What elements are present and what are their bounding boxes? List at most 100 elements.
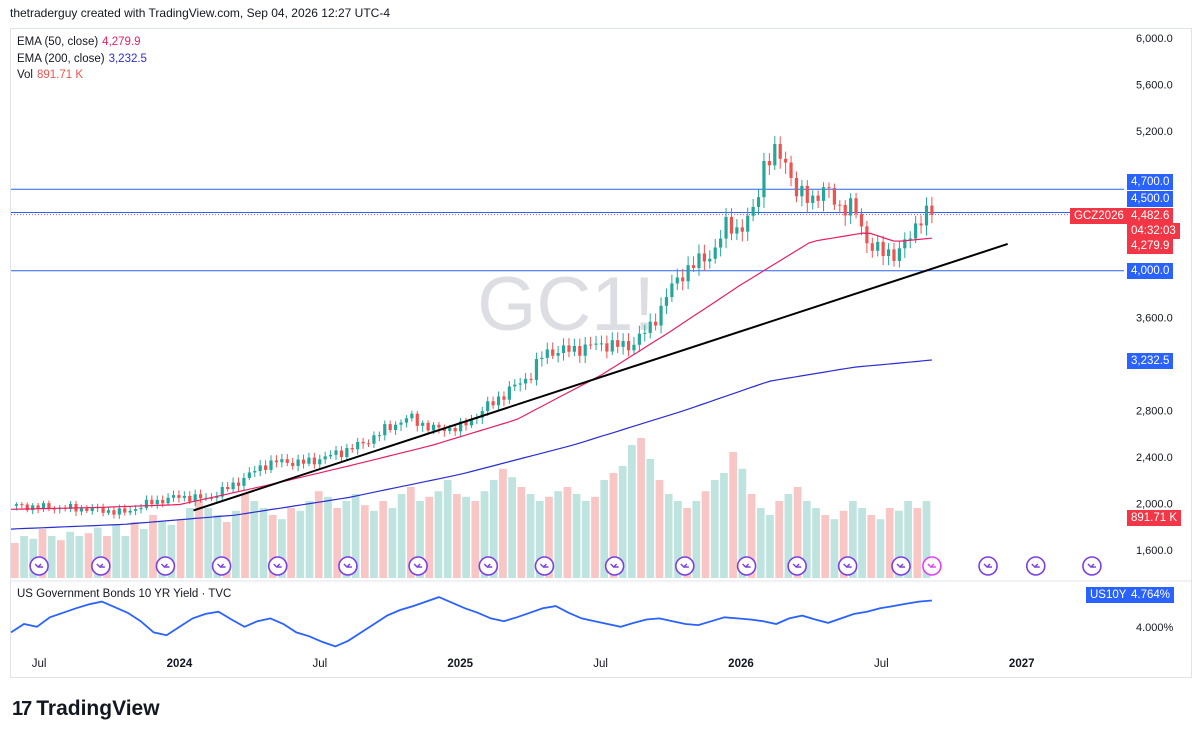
volume-bar [572, 494, 581, 578]
candle-body [377, 435, 381, 437]
volume-bar [443, 480, 452, 578]
legend-ema50-label: EMA (50, close) [17, 36, 99, 48]
candle-body [702, 253, 706, 262]
candle-body [329, 454, 333, 457]
volume-bar [66, 531, 74, 578]
tag-4700: 4,700.0 [1127, 174, 1174, 190]
volume-bar [167, 524, 176, 578]
candle-body [648, 321, 652, 333]
candle-body [372, 435, 376, 444]
candle-body [117, 508, 121, 515]
legend-vol-value: 891.71 K [37, 69, 84, 81]
volume-bar [545, 496, 553, 578]
candle-body [52, 508, 56, 510]
legend-ema200[interactable]: EMA (200, close) 3,232.5 [17, 51, 147, 68]
candle-body [534, 359, 539, 380]
candle-body [589, 344, 593, 346]
event-marker-glyph [983, 563, 993, 568]
candle-body [832, 188, 836, 205]
volume-bar [342, 501, 351, 578]
legend-ema200-value: 3,232.5 [108, 52, 147, 65]
volume-bar [480, 491, 489, 578]
volume-bar [84, 533, 93, 578]
yield-legend[interactable]: US Government Bonds 10 YR Yield · TVC [17, 588, 232, 600]
candle-body [805, 185, 809, 203]
candle-body [318, 459, 322, 465]
candle-body [572, 345, 576, 352]
candle-body [870, 243, 874, 251]
tradingview-brand[interactable]: 17 TradingView [12, 697, 160, 721]
candle-body [746, 215, 750, 232]
legend-vol-label: Vol [17, 69, 33, 81]
candle-body [383, 424, 387, 436]
volume-bar [618, 466, 627, 578]
legend-ema50-value: 4,279.9 [102, 36, 141, 48]
candle-body [274, 460, 279, 463]
candle-body [762, 161, 766, 198]
candle-body [323, 456, 327, 460]
volume-bar [738, 468, 747, 578]
candle-body [599, 343, 604, 345]
volume-bar [453, 494, 461, 578]
tag-last-price: 4,482.6 [1127, 208, 1174, 224]
volume-bar [93, 527, 102, 578]
candle-body [778, 143, 782, 159]
candle-body [366, 443, 371, 445]
candle-body [128, 510, 132, 513]
candle-body [811, 195, 815, 203]
candle-body [437, 424, 441, 428]
candle-body [263, 465, 268, 470]
volume-bar [517, 487, 526, 578]
event-marker-glyph [1087, 563, 1096, 568]
volume-bar [57, 540, 65, 578]
candle-body [269, 460, 273, 470]
candle-body [881, 241, 885, 257]
candle-body [85, 508, 89, 512]
candle-body [767, 161, 771, 166]
tag-ema200: 3,232.5 [1127, 353, 1174, 369]
time-axis-tick: 2025 [447, 658, 473, 670]
candle-body [448, 428, 452, 432]
volume-bar [314, 491, 323, 578]
candle-body [583, 344, 587, 356]
event-marker-glyph [343, 563, 352, 568]
candle-body [350, 448, 354, 450]
volume-bar [581, 501, 590, 578]
candle-body [339, 450, 344, 458]
indicator-legend: EMA (50, close) 4,279.9 EMA (200, close) 3… [17, 34, 147, 84]
candle-body [659, 305, 663, 326]
volume-bar [692, 501, 701, 578]
candle-body [681, 277, 685, 282]
candle-body [735, 227, 739, 234]
candle-body [247, 472, 251, 478]
candle-body [897, 248, 901, 261]
volume-bar [103, 536, 111, 578]
event-marker-glyph [843, 563, 852, 568]
candle-body [540, 357, 544, 360]
candle-body [821, 187, 826, 201]
candle-body [394, 424, 398, 430]
candle-body [708, 258, 712, 262]
volume-bar [710, 480, 719, 578]
volume-bar [185, 508, 194, 578]
time-axis-tick: 2026 [728, 658, 754, 670]
event-marker-glyph [927, 563, 936, 568]
volume-bar [250, 501, 259, 578]
event-marker-glyph [160, 563, 170, 568]
candle-body [908, 238, 912, 240]
candle-body [892, 249, 896, 261]
legend-vol[interactable]: Vol 891.71 K [17, 67, 147, 84]
candle-body [626, 341, 631, 351]
legend-ema50[interactable]: EMA (50, close) 4,279.9 [17, 34, 147, 51]
candle-body [800, 185, 804, 197]
candle-body [150, 499, 154, 505]
candle-body [524, 378, 528, 384]
volume-bar [434, 491, 443, 578]
candle-body [616, 340, 620, 347]
candle-body [675, 277, 679, 284]
candle-body [404, 418, 409, 423]
price-axis-tick: 3,600.0 [1136, 312, 1173, 324]
event-marker-glyph [217, 563, 226, 568]
volume-bar [793, 487, 802, 578]
